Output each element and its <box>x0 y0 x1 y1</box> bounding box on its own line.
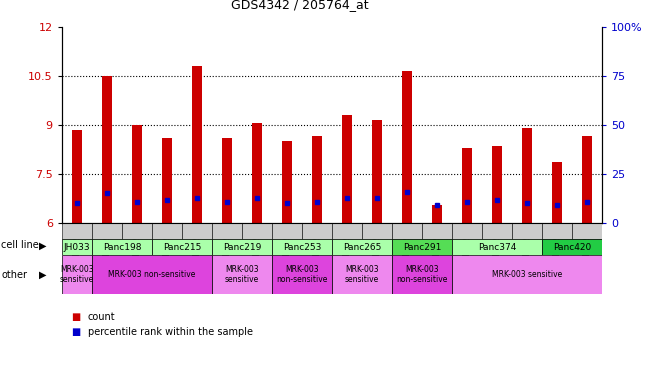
Bar <box>362 223 392 239</box>
Bar <box>312 136 322 223</box>
Bar <box>452 223 482 239</box>
Text: GDS4342 / 205764_at: GDS4342 / 205764_at <box>230 0 368 12</box>
Bar <box>482 223 512 239</box>
Bar <box>522 128 533 223</box>
Text: MRK-003
sensitive: MRK-003 sensitive <box>60 265 94 284</box>
Bar <box>542 239 602 255</box>
Text: percentile rank within the sample: percentile rank within the sample <box>88 327 253 337</box>
Bar <box>272 239 332 255</box>
Bar <box>302 223 332 239</box>
Text: MRK-003
sensitive: MRK-003 sensitive <box>345 265 379 284</box>
Bar <box>122 223 152 239</box>
Text: Panc215: Panc215 <box>163 243 201 252</box>
Bar <box>92 255 212 294</box>
Text: MRK-003 sensitive: MRK-003 sensitive <box>492 270 562 279</box>
Bar <box>582 136 592 223</box>
Bar <box>72 130 82 223</box>
Bar <box>222 138 232 223</box>
Text: ▶: ▶ <box>38 240 46 250</box>
Text: ▶: ▶ <box>38 270 46 280</box>
Bar <box>252 123 262 223</box>
Bar <box>332 223 362 239</box>
Bar <box>102 76 112 223</box>
Bar <box>392 255 452 294</box>
Text: ■: ■ <box>72 327 81 337</box>
Bar <box>492 146 503 223</box>
Text: ■: ■ <box>72 312 81 322</box>
Text: JH033: JH033 <box>64 243 90 252</box>
Bar <box>272 255 332 294</box>
Bar <box>342 115 352 223</box>
Text: MRK-003
non-sensitive: MRK-003 non-sensitive <box>396 265 448 284</box>
Text: Panc265: Panc265 <box>343 243 381 252</box>
Bar <box>512 223 542 239</box>
Bar <box>182 223 212 239</box>
Bar <box>191 66 202 223</box>
Bar <box>452 255 602 294</box>
Text: Panc291: Panc291 <box>403 243 441 252</box>
Bar <box>242 223 272 239</box>
Bar <box>282 141 292 223</box>
Bar <box>452 239 542 255</box>
Bar <box>152 239 212 255</box>
Bar <box>432 205 442 223</box>
Text: count: count <box>88 312 115 322</box>
Bar <box>332 239 392 255</box>
Bar <box>62 223 92 239</box>
Bar <box>212 223 242 239</box>
Bar <box>552 162 562 223</box>
Text: cell line: cell line <box>1 240 39 250</box>
Text: Panc198: Panc198 <box>103 243 141 252</box>
Bar <box>392 223 422 239</box>
Bar <box>132 125 142 223</box>
Bar <box>392 239 452 255</box>
Bar <box>572 223 602 239</box>
Bar <box>332 255 392 294</box>
Text: MRK-003 non-sensitive: MRK-003 non-sensitive <box>108 270 195 279</box>
Bar <box>542 223 572 239</box>
Text: Panc374: Panc374 <box>478 243 516 252</box>
Bar <box>62 239 92 255</box>
Bar <box>372 120 382 223</box>
Bar <box>462 147 473 223</box>
Bar <box>92 223 122 239</box>
Bar <box>212 239 272 255</box>
Bar <box>161 138 172 223</box>
Bar <box>92 239 152 255</box>
Text: MRK-003
non-sensitive: MRK-003 non-sensitive <box>276 265 327 284</box>
Text: Panc420: Panc420 <box>553 243 591 252</box>
Bar <box>422 223 452 239</box>
Text: other: other <box>1 270 27 280</box>
Text: MRK-003
sensitive: MRK-003 sensitive <box>225 265 259 284</box>
Bar <box>62 255 92 294</box>
Bar <box>272 223 302 239</box>
Bar <box>152 223 182 239</box>
Bar <box>402 71 412 223</box>
Text: Panc253: Panc253 <box>283 243 321 252</box>
Bar <box>212 255 272 294</box>
Text: Panc219: Panc219 <box>223 243 261 252</box>
